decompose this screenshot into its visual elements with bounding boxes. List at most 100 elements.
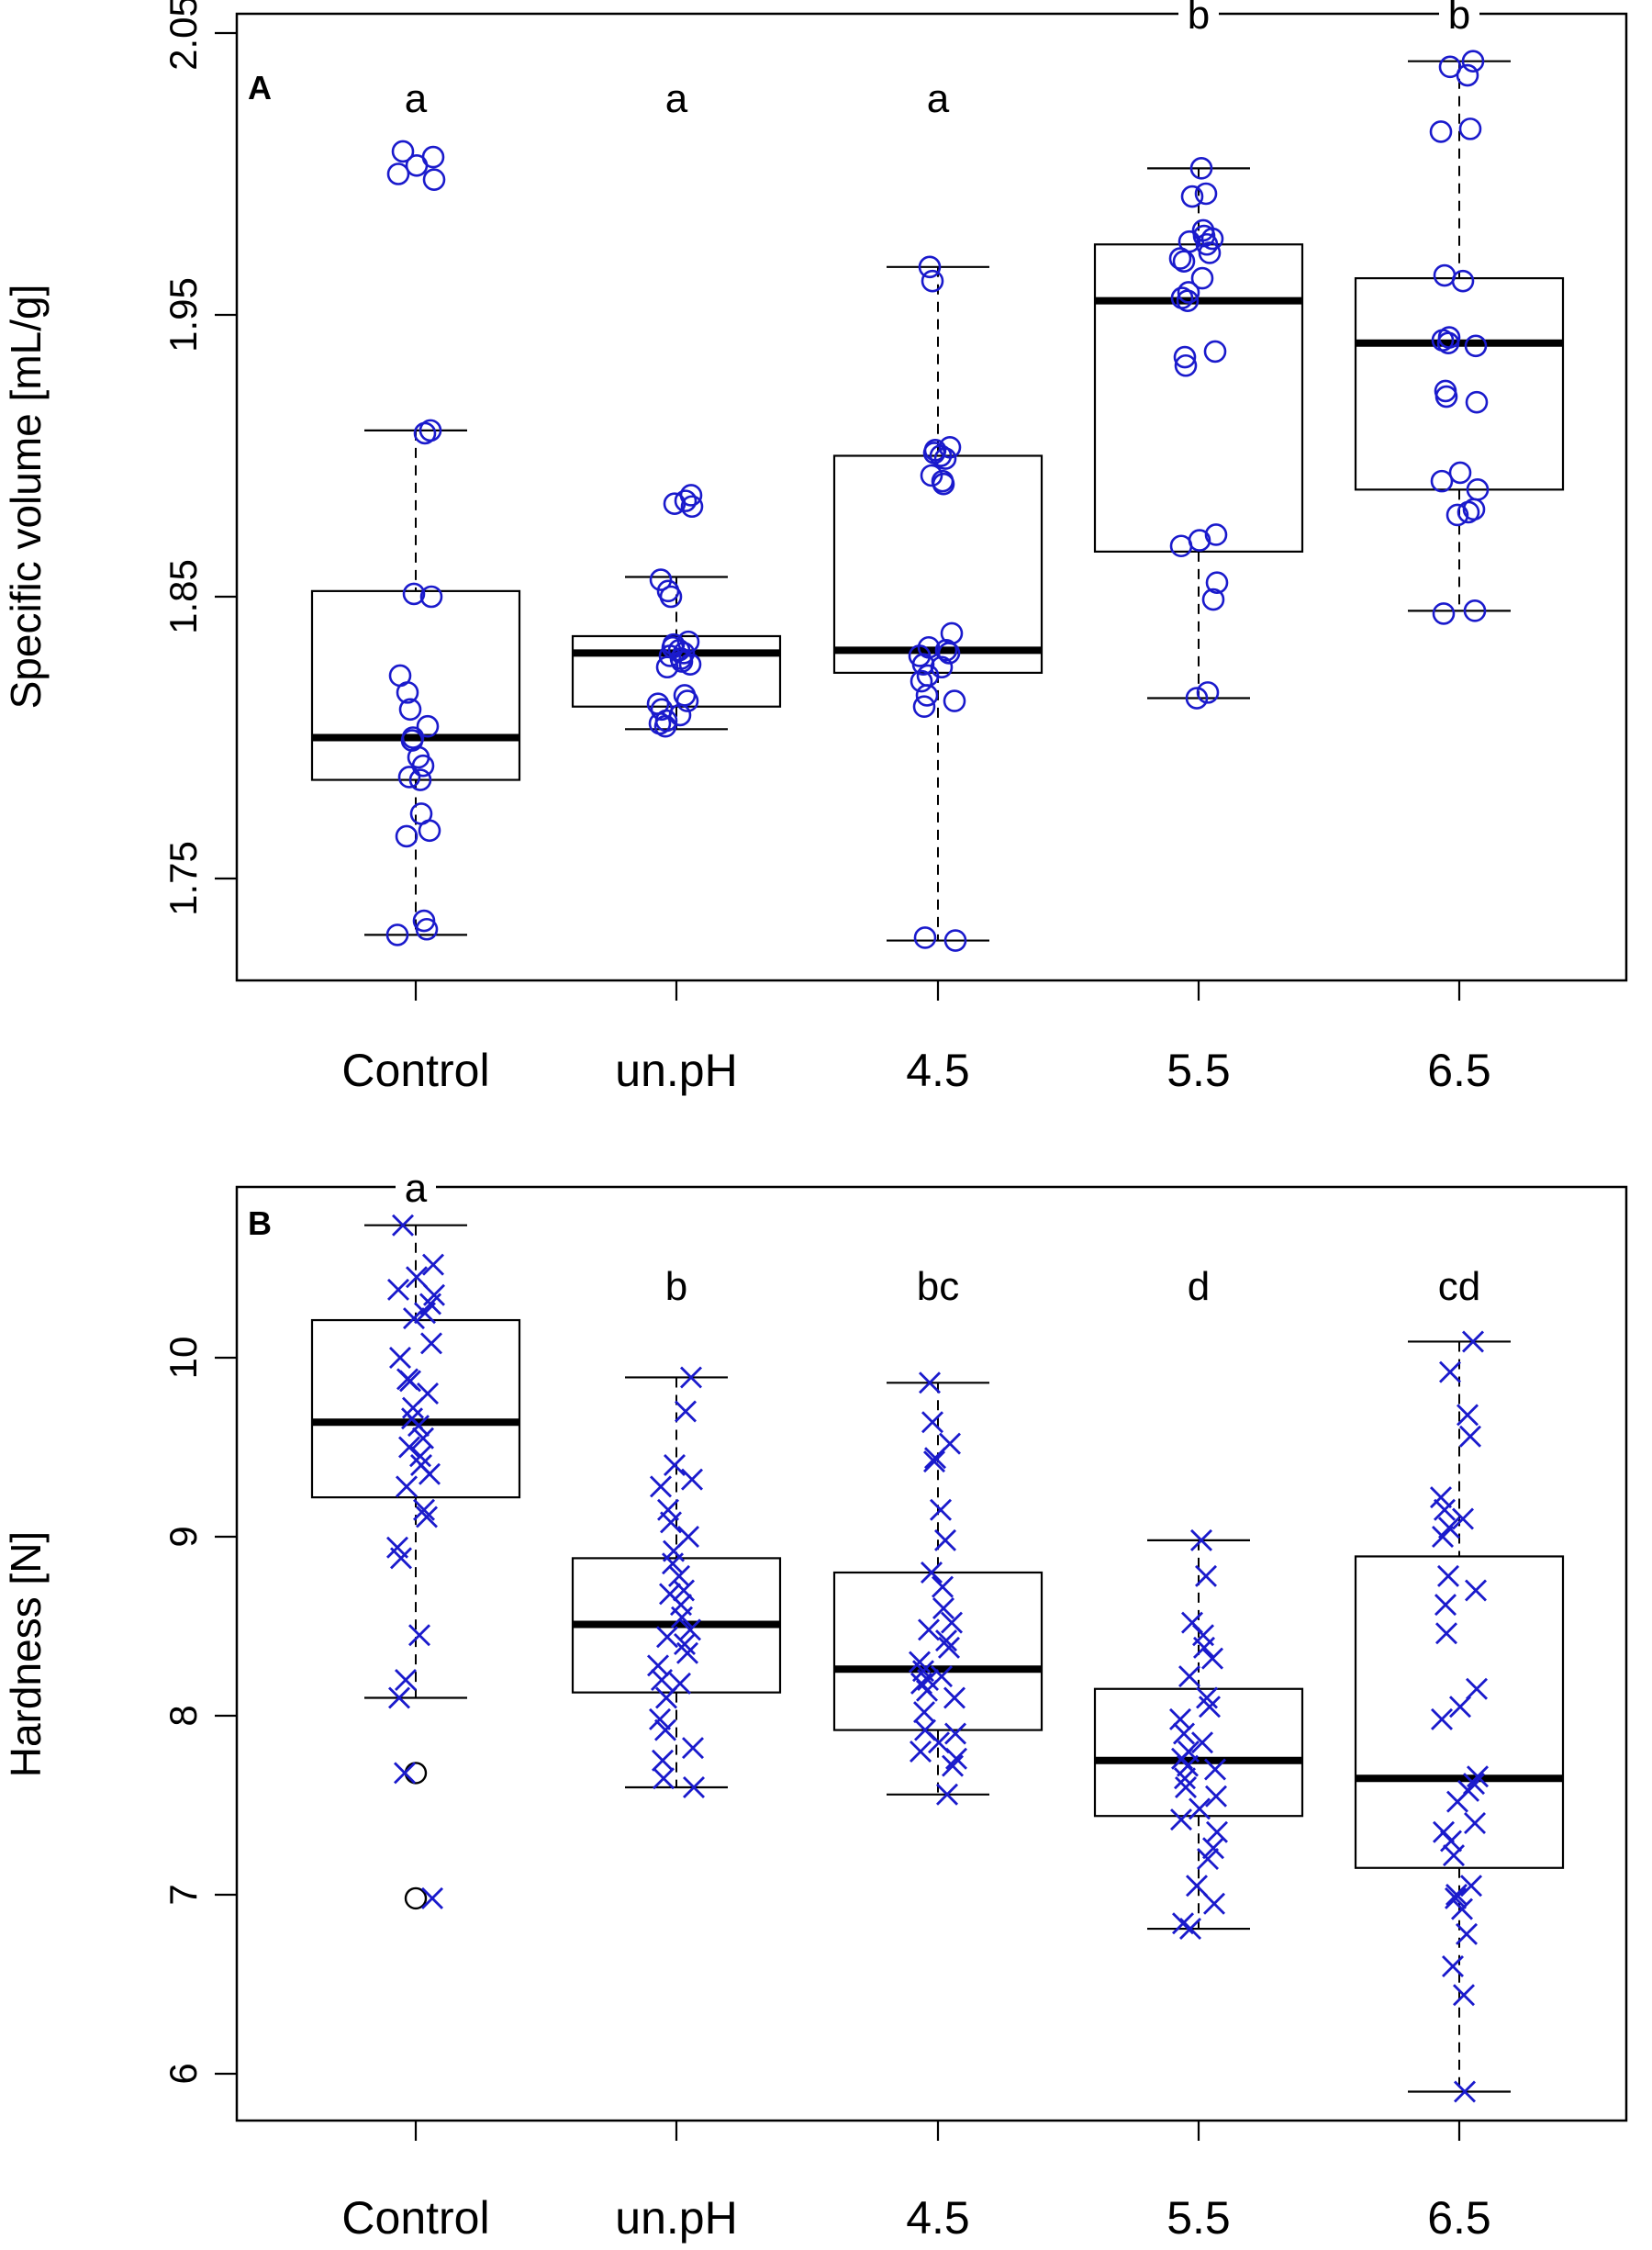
data-point [1174, 1767, 1196, 1790]
data-point [668, 1564, 690, 1587]
data-point [1185, 687, 1209, 710]
data-point [912, 695, 936, 719]
x-tick-label: 4.5 [906, 2192, 970, 2244]
data-point [935, 1629, 957, 1652]
data-point [920, 464, 943, 487]
data-point [1440, 1830, 1462, 1853]
data-point [941, 1611, 963, 1634]
x-tick-label: un.pH [615, 1045, 737, 1096]
letter-background [396, 1167, 436, 1207]
data-point [668, 703, 692, 727]
data-point [1190, 266, 1214, 290]
data-point [1173, 1722, 1195, 1745]
data-point [943, 689, 966, 712]
data-point [387, 1278, 409, 1301]
data-point [913, 1701, 935, 1724]
data-point [1459, 1425, 1481, 1448]
significance-letter: cd [1438, 1264, 1480, 1309]
outlier-point [404, 1762, 428, 1785]
data-point [1445, 1886, 1467, 1909]
data-point [1436, 331, 1460, 355]
x-tick-label: 6.5 [1427, 2192, 1491, 2244]
data-point [1201, 588, 1225, 611]
x-tick-label: un.pH [615, 2192, 737, 2244]
y-tick-label: 9 [162, 1526, 205, 1547]
data-point [932, 472, 955, 496]
y-tick-label: 1.95 [162, 277, 205, 353]
x-tick-label: 5.5 [1166, 1045, 1231, 1096]
box-4.5 [832, 1382, 1044, 1796]
data-point [664, 1454, 686, 1476]
data-point [407, 1415, 430, 1438]
data-point [653, 1767, 675, 1790]
letter-background [1439, 0, 1479, 34]
y-tick-label: 10 [162, 1337, 205, 1380]
data-point [910, 669, 933, 693]
letters-a: a a a b b [405, 0, 1479, 121]
data-point [398, 698, 422, 722]
data-point [411, 754, 435, 778]
data-point [399, 1370, 421, 1393]
data-point [682, 1737, 704, 1760]
box-iqr [1093, 243, 1304, 553]
data-point [1439, 1360, 1461, 1383]
data-point [673, 1579, 695, 1602]
y-axis-b: 6 7 8 9 10 [162, 1337, 237, 2085]
data-point [419, 1462, 441, 1485]
data-point [676, 1641, 698, 1664]
x-axis-b: Control un.pH 4.5 5.5 6.5 [341, 2121, 1491, 2244]
panel-a-specific-volume: A Specific volume [mL/g] 1.75 1.85 1.95 2.0… [2, 0, 1628, 1096]
data-point [1205, 1785, 1227, 1808]
data-point [395, 1669, 417, 1691]
box-6.5 [1354, 60, 1565, 612]
data-point [396, 681, 419, 704]
data-point [390, 1547, 412, 1570]
data-point [419, 585, 443, 609]
data-point [675, 1400, 697, 1423]
data-point [1179, 1918, 1201, 1941]
data-point [414, 1302, 436, 1325]
data-point [680, 1366, 702, 1389]
data-point [934, 1528, 956, 1551]
data-point [1449, 1696, 1471, 1718]
y-axis-a: 1.75 1.85 1.95 2.05 [162, 0, 237, 916]
x-tick-label: 4.5 [906, 1045, 970, 1096]
data-point [649, 1707, 671, 1730]
data-point [408, 768, 432, 791]
data-point [1186, 1875, 1208, 1897]
x-axis-a: Control un.pH 4.5 5.5 6.5 [341, 980, 1491, 1096]
data-point [930, 1498, 952, 1521]
data-point [421, 1886, 443, 1909]
data-point [654, 1718, 676, 1741]
box-iqr [1093, 1687, 1304, 1818]
data-point [929, 444, 953, 467]
data-point [910, 1741, 932, 1763]
data-point [1456, 1922, 1478, 1945]
data-point [943, 1686, 966, 1709]
data-point [1177, 281, 1200, 304]
data-point [1194, 182, 1218, 206]
data-point [1195, 1564, 1217, 1587]
data-point [1446, 1790, 1468, 1813]
data-point [388, 1686, 410, 1709]
y-tick-label: 7 [162, 1884, 205, 1905]
data-point [1199, 1696, 1221, 1718]
data-point [933, 447, 957, 470]
boxes-b [310, 1224, 1565, 2093]
data-point [913, 926, 937, 949]
points-a [385, 50, 1490, 952]
y-tick-label: 1.85 [162, 559, 205, 634]
data-point [945, 1747, 967, 1770]
y-axis-label-a: Specific volume [mL/g] [2, 285, 50, 710]
panel-b-hardness: B Hardness [N] 6 7 8 9 10 Control un.pH 4.5 5.5… [2, 1166, 1628, 2244]
data-point [1466, 1677, 1488, 1700]
data-point [663, 492, 686, 515]
data-point [675, 689, 699, 712]
letter-background [1178, 0, 1219, 34]
data-point [1203, 340, 1227, 364]
significance-letter: a [405, 1166, 428, 1211]
data-point [1442, 1955, 1464, 1977]
data-point [1458, 118, 1482, 140]
boxes-a [310, 60, 1565, 942]
data-point [1170, 1808, 1192, 1831]
